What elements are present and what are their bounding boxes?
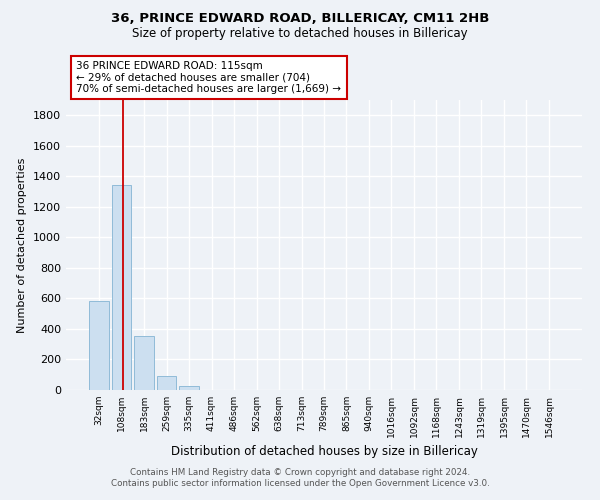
Text: Contains HM Land Registry data © Crown copyright and database right 2024.
Contai: Contains HM Land Registry data © Crown c… bbox=[110, 468, 490, 487]
Bar bbox=[179, 386, 199, 390]
Text: Size of property relative to detached houses in Billericay: Size of property relative to detached ho… bbox=[132, 28, 468, 40]
Bar bbox=[134, 336, 154, 390]
Text: 36, PRINCE EDWARD ROAD, BILLERICAY, CM11 2HB: 36, PRINCE EDWARD ROAD, BILLERICAY, CM11… bbox=[111, 12, 489, 26]
X-axis label: Distribution of detached houses by size in Billericay: Distribution of detached houses by size … bbox=[170, 446, 478, 458]
Y-axis label: Number of detached properties: Number of detached properties bbox=[17, 158, 28, 332]
Bar bbox=[112, 186, 131, 390]
Bar bbox=[157, 376, 176, 390]
Bar bbox=[89, 302, 109, 390]
Text: 36 PRINCE EDWARD ROAD: 115sqm
← 29% of detached houses are smaller (704)
70% of : 36 PRINCE EDWARD ROAD: 115sqm ← 29% of d… bbox=[76, 61, 341, 94]
